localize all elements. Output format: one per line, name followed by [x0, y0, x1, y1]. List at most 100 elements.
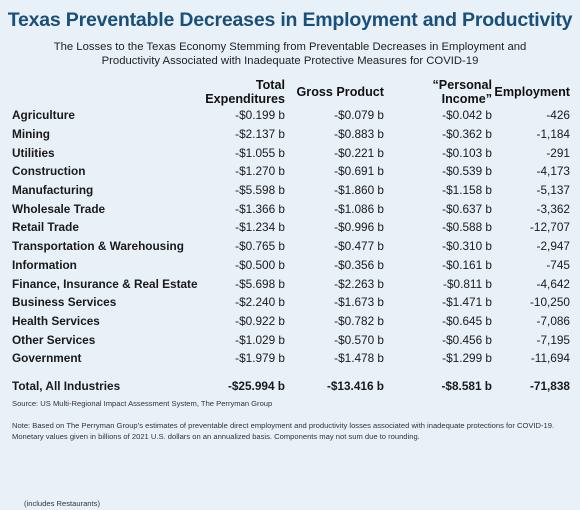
row-label: Business Services: [12, 293, 190, 312]
row-label-text: Information: [12, 257, 77, 272]
total-value: -$13.416 b: [326, 378, 384, 393]
table-row: Transportation & Warehousing -$0.765 b -$0…: [12, 237, 570, 256]
row-label: Utilities: [12, 143, 190, 162]
row-label: Agriculture: [12, 106, 190, 125]
table-row: Agriculture -$0.199 b -$0.079 b -$0.042 b -4…: [12, 106, 570, 125]
row-label-text: Transportation & Warehousing: [12, 239, 184, 254]
row-value: -$0.362 b: [442, 127, 492, 142]
table-row: Government -$1.979 b -$1.478 b -$1.299 b -11…: [12, 349, 570, 368]
row-value: -12,707: [529, 220, 570, 235]
table-row: Finance, Insurance & Real Estate -$5.698 …: [12, 274, 570, 293]
table-row: Construction -$1.270 b -$0.691 b -$0.539 b -…: [12, 162, 570, 181]
row-label-text: Construction: [12, 164, 86, 179]
total-value: -71,838: [529, 378, 570, 393]
table-row: Utilities -$1.055 b -$0.221 b -$0.103 b -291: [12, 143, 570, 162]
row-label: Information: [12, 256, 190, 275]
source-text: Source: US Multi-Regional Impact Assessm…: [12, 399, 273, 408]
row-value: -$0.782 b: [334, 313, 384, 328]
row-label: Mining: [12, 125, 190, 144]
header-row: Total Expenditures Gross Product “Person…: [12, 78, 570, 106]
row-label: Government: [12, 349, 190, 368]
row-value: -4,173: [536, 164, 570, 179]
row-value: -$0.310 b: [442, 239, 492, 254]
row-label-text: Business Services: [12, 295, 117, 310]
row-value: -1,184: [536, 127, 570, 142]
row-label-text: Mining: [12, 127, 51, 142]
row-label: Transportation & Warehousing: [12, 237, 190, 256]
total-label: Total, All Industries: [12, 378, 121, 393]
row-value: -$1.086 b: [334, 201, 384, 216]
row-label-note: (includes Restaurants): [24, 499, 100, 508]
row-value: -$1.860 b: [334, 183, 384, 198]
row-value: -$0.103 b: [442, 145, 492, 160]
row-value: -$5.598 b: [235, 183, 285, 198]
header-total-expenditures: Total Expenditures: [205, 78, 285, 106]
row-value: -$0.456 b: [442, 332, 492, 347]
row-label-text: Manufacturing: [12, 183, 94, 198]
spacer-row: [12, 368, 570, 377]
row-value: -$0.645 b: [442, 313, 492, 328]
row-label-text: Retail Trade: [12, 220, 79, 235]
subtitle-line-1: The Losses to the Texas Economy Stemming…: [53, 41, 527, 53]
row-value: -426: [546, 108, 570, 123]
table-body: Agriculture -$0.199 b -$0.079 b -$0.042 b -4…: [12, 106, 570, 508]
row-value: -$0.811 b: [443, 276, 492, 291]
row-label-text: Health Services: [12, 313, 100, 328]
row-label-text: Finance, Insurance & Real Estate: [12, 276, 198, 291]
row-value: -$0.637 b: [442, 201, 492, 216]
row-label: Other Services: [12, 330, 190, 349]
row-label: Finance, Insurance & Real Estate: [12, 274, 198, 293]
footnote-line-2: Monetary values given in billions of 202…: [12, 431, 420, 441]
row-value: -$0.922 b: [235, 313, 285, 328]
row-value: -$0.539 b: [442, 164, 492, 179]
total-value: -$8.581 b: [441, 378, 493, 393]
total-value: -$25.994 b: [227, 378, 285, 393]
row-value: -$1.270 b: [235, 164, 285, 179]
footnote-line-1: Note: Based on The Perryman Group’s esti…: [12, 421, 555, 430]
table-row: Other Services -$1.029 b -$0.570 b -$0.456 …: [12, 330, 570, 349]
row-value: -$2.263 b: [334, 276, 384, 291]
row-label: Health Services: [12, 312, 190, 331]
row-label: Retail Trade (includes Restaurants): [12, 218, 190, 508]
row-value: -$1.055 b: [235, 145, 285, 160]
subtitle: The Losses to the Texas Economy Stemming…: [30, 41, 550, 68]
row-value: -$0.356 b: [334, 257, 384, 272]
header-personal-income: “Personal Income”: [432, 78, 493, 106]
table-row: Information -$0.500 b -$0.356 b -$0.161 b -7…: [12, 256, 570, 275]
data-table: Total Expenditures Gross Product “Person…: [12, 78, 570, 508]
row-value: -$0.500 b: [235, 257, 285, 272]
row-value: -7,195: [536, 332, 570, 347]
row-value: -$0.765 b: [235, 239, 285, 254]
row-value: -$0.477 b: [334, 239, 384, 254]
row-value: -$1.299 b: [442, 351, 492, 366]
table-row: Mining -$2.137 b -$0.883 b -$0.362 b -1,184: [12, 125, 570, 144]
row-value: -291: [546, 145, 570, 160]
row-value: -5,137: [536, 183, 570, 198]
row-label-text: Government: [12, 351, 82, 366]
row-value: -$0.079 b: [334, 108, 384, 123]
total-row: Total, All Industries -$25.994 b -$13.416 …: [12, 377, 570, 396]
row-value: -$0.161 b: [442, 257, 492, 272]
footnote: Note: Based on The Perryman Group’s esti…: [12, 421, 572, 442]
table-row: Business Services -$2.240 b -$1.673 b -$1.4…: [12, 293, 570, 312]
row-value: -745: [546, 257, 570, 272]
row-label-text: Other Services: [12, 332, 96, 347]
row-value: -$2.137 b: [235, 127, 285, 142]
row-value: -$0.570 b: [334, 332, 384, 347]
row-value: -$0.588 b: [442, 220, 492, 235]
row-value: -$0.221 b: [334, 145, 384, 160]
page-title: Texas Preventable Decreases in Employmen…: [7, 9, 573, 31]
header-employment: Employment: [494, 85, 570, 99]
row-value: -7,086: [536, 313, 570, 328]
subtitle-line-2: Productivity Associated with Inadequate …: [101, 54, 479, 67]
row-value: -$0.199 b: [235, 108, 285, 123]
row-value: -$0.691 b: [334, 164, 384, 179]
row-value: -$0.042 b: [442, 108, 492, 123]
row-label-text: Agriculture: [12, 108, 75, 123]
row-value: -$5.698 b: [235, 276, 285, 291]
table-row: Health Services -$0.922 b -$0.782 b -$0.645…: [12, 312, 570, 331]
row-value: -$1.158 b: [442, 183, 492, 198]
row-value: -$1.673 b: [334, 295, 384, 310]
row-label: Manufacturing: [12, 181, 190, 200]
row-label: Construction: [12, 162, 190, 181]
